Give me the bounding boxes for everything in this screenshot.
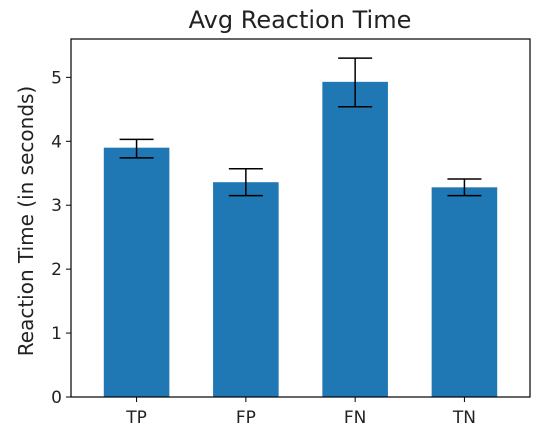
y-tick-label-0: 0 <box>51 388 62 408</box>
y-tick-label-3: 3 <box>51 196 62 216</box>
y-axis-ticks: 0 1 2 3 4 5 <box>51 68 71 408</box>
x-tick-label-tn: TN <box>452 408 476 428</box>
bar-tp <box>103 147 170 397</box>
y-tick-label-2: 2 <box>51 260 62 280</box>
x-axis-ticks: TP FP FN TN <box>125 397 476 428</box>
x-tick-label-fn: FN <box>344 408 367 428</box>
chart-title: Avg Reaction Time <box>189 6 412 34</box>
x-tick-label-fp: FP <box>236 408 256 428</box>
y-tick-label-4: 4 <box>51 132 62 152</box>
y-tick-label-1: 1 <box>51 324 62 344</box>
bar-fn <box>322 81 388 397</box>
y-axis-label: Reaction Time (in seconds) <box>14 86 38 356</box>
plot-frame <box>70 38 531 398</box>
x-tick-label-tp: TP <box>125 408 147 428</box>
y-tick-label-5: 5 <box>51 68 62 88</box>
error-bars-group <box>119 57 482 197</box>
bars-group <box>103 81 498 397</box>
bar-fp <box>213 182 279 397</box>
bar-tn <box>431 187 498 397</box>
